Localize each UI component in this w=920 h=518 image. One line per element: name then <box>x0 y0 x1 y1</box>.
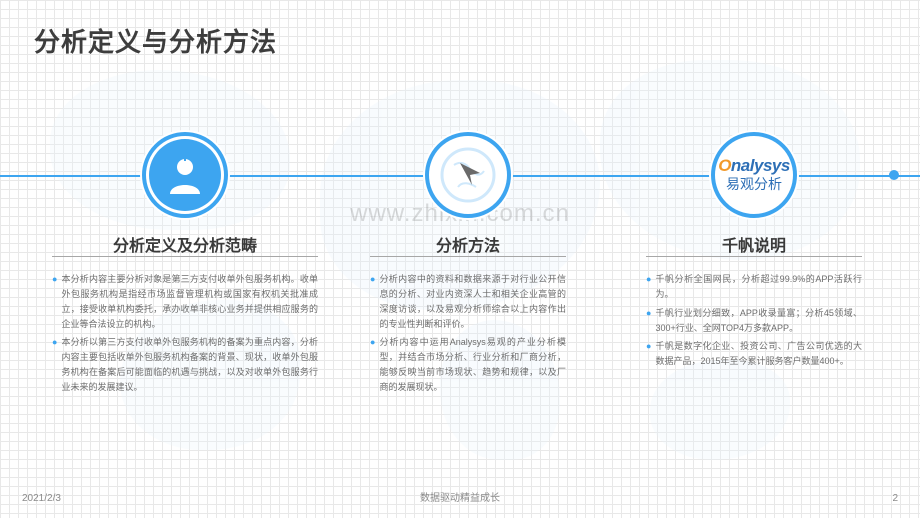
bullet-text: 千帆分析全国网民，分析超过99.9%的APP活跃行为。 <box>655 272 862 302</box>
bullet-dot: ● <box>370 335 375 394</box>
grid-background <box>0 0 920 518</box>
col2-body: ●分析内容中的资料和数据来源于对行业公开信息的分析、对业内资深人士和相关企业高管… <box>370 272 566 399</box>
bullet-item: ●千帆分析全国网民，分析超过99.9%的APP活跃行为。 <box>646 272 862 302</box>
bullet-dot: ● <box>52 335 57 394</box>
footer-center: 数据驱动精益成长 <box>420 489 500 504</box>
brand-en-prefix: O <box>718 156 731 175</box>
col2-rule <box>370 256 566 257</box>
bullet-item: ●本分析内容主要分析对象是第三方支付收单外包服务机构。收单外包服务机构是指经市场… <box>52 272 318 331</box>
timeline-dot <box>889 170 899 180</box>
slide-title: 分析定义与分析方法 <box>34 22 277 59</box>
bullet-dot: ● <box>646 339 651 369</box>
col3-rule <box>646 256 862 257</box>
icon-circle-definition <box>142 132 228 218</box>
icon-circle-brand: Onalysys 易观分析 <box>711 132 797 218</box>
col2-heading: 分析方法 <box>436 232 500 256</box>
bullet-dot: ● <box>646 272 651 302</box>
bullet-text: 分析内容中运用Analysys易观的产业分析模型，并结合市场分析、行业分析和厂商… <box>379 335 566 394</box>
bullet-item: ●千帆行业划分细致，APP收录量富；分析45领域、300+行业、全网TOP4万多… <box>646 306 862 336</box>
bullet-dot: ● <box>370 272 375 331</box>
bullet-text: 分析内容中的资料和数据来源于对行业公开信息的分析、对业内资深人士和相关企业高管的… <box>379 272 566 331</box>
bullet-item: ●本分析以第三方支付收单外包服务机构的备案为重点内容，分析内容主要包括收单外包服… <box>52 335 318 394</box>
col3-body: ●千帆分析全国网民，分析超过99.9%的APP活跃行为。●千帆行业划分细致，AP… <box>646 272 862 373</box>
brand-en-rest: nalysys <box>731 156 790 175</box>
bullet-text: 本分析内容主要分析对象是第三方支付收单外包服务机构。收单外包服务机构是指经市场监… <box>61 272 318 331</box>
person-icon <box>162 152 208 198</box>
analysys-logo: Onalysys 易观分析 <box>718 139 790 211</box>
col1-heading: 分析定义及分析范畴 <box>113 232 257 256</box>
brand-cn: 易观分析 <box>726 174 782 194</box>
bullet-text: 千帆是数字化企业、投资公司、广告公司优选的大数据产品，2015年至今累计服务客户… <box>655 339 862 369</box>
col3-heading: 千帆说明 <box>722 232 786 256</box>
bullet-text: 本分析以第三方支付收单外包服务机构的备案为重点内容，分析内容主要包括收单外包服务… <box>61 335 318 394</box>
bullet-dot: ● <box>646 306 651 336</box>
bullet-item: ●千帆是数字化企业、投资公司、广告公司优选的大数据产品，2015年至今累计服务客… <box>646 339 862 369</box>
bullet-item: ●分析内容中的资料和数据来源于对行业公开信息的分析、对业内资深人士和相关企业高管… <box>370 272 566 331</box>
bullet-item: ●分析内容中运用Analysys易观的产业分析模型，并结合市场分析、行业分析和厂… <box>370 335 566 394</box>
col1-rule <box>52 256 318 257</box>
bullet-dot: ● <box>52 272 57 331</box>
col1-body: ●本分析内容主要分析对象是第三方支付收单外包服务机构。收单外包服务机构是指经市场… <box>52 272 318 399</box>
globe-arrow-icon <box>436 143 500 207</box>
icon-circle-method <box>425 132 511 218</box>
footer-page-number: 2 <box>892 493 898 504</box>
bullet-text: 千帆行业划分细致，APP收录量富；分析45领域、300+行业、全网TOP4万多款… <box>655 306 862 336</box>
footer-date: 2021/2/3 <box>22 493 61 504</box>
